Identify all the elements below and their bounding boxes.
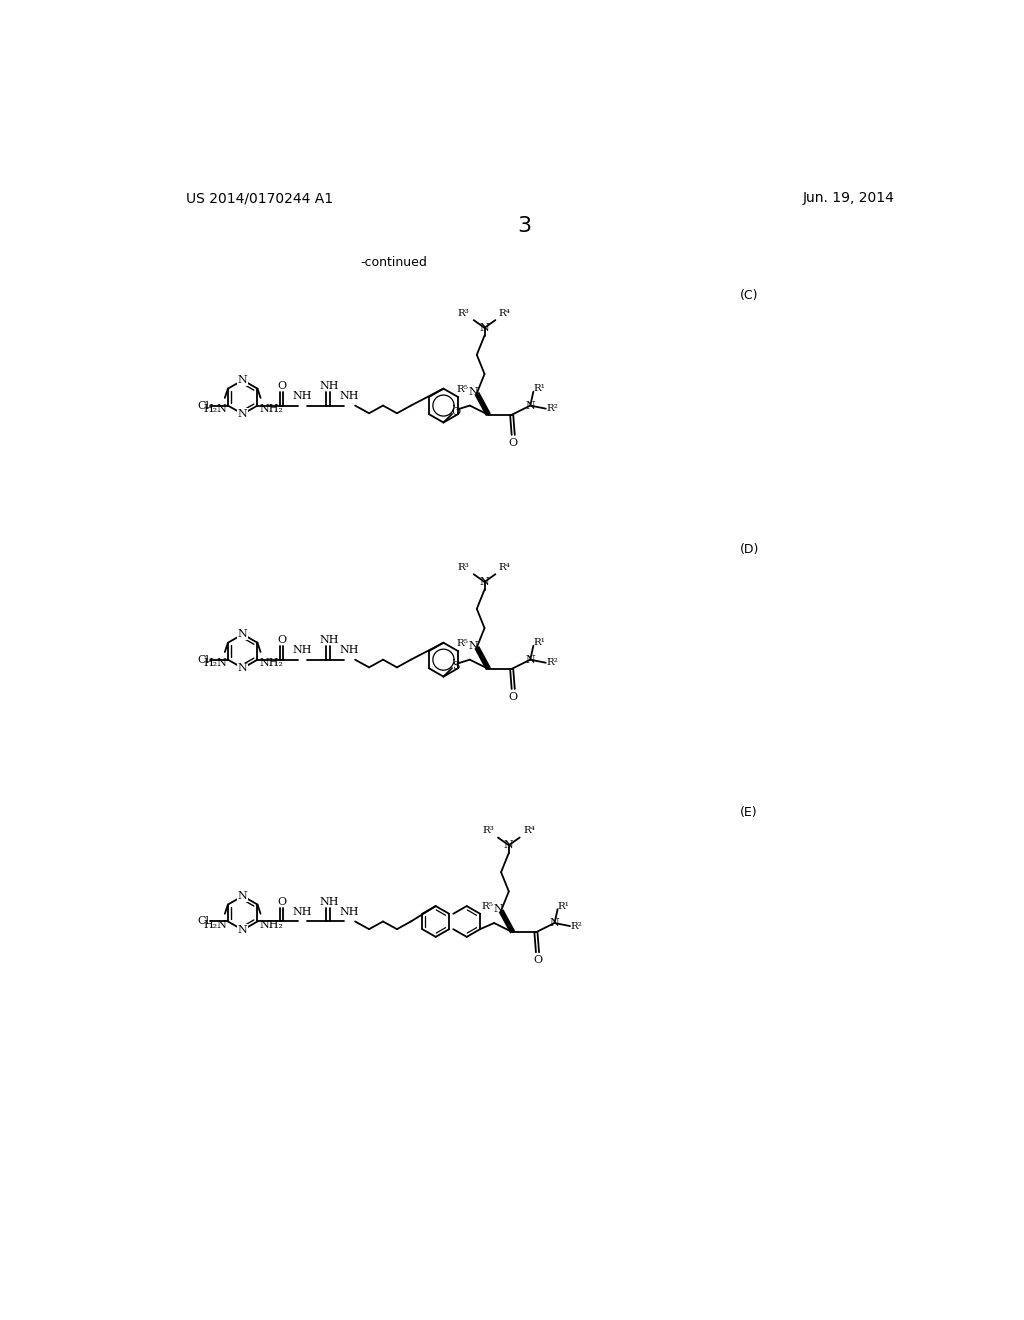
Text: N: N (525, 655, 536, 665)
Text: N: N (550, 917, 559, 928)
Text: NH: NH (293, 645, 312, 656)
Text: N: N (238, 663, 248, 673)
Text: NH: NH (319, 381, 339, 391)
Text: (C): (C) (740, 289, 759, 302)
Text: Cl: Cl (198, 916, 209, 927)
Text: N: N (525, 400, 536, 411)
Text: R⁵: R⁵ (457, 639, 469, 648)
Text: NH: NH (319, 898, 339, 907)
Text: 3: 3 (518, 216, 531, 236)
Text: R³: R³ (482, 826, 494, 836)
Text: R³: R³ (458, 562, 469, 572)
Text: NH: NH (293, 907, 312, 917)
Text: -continued: -continued (360, 256, 427, 269)
Text: R⁵: R⁵ (457, 385, 469, 393)
Text: NH₂: NH₂ (259, 657, 284, 668)
Text: R³: R³ (458, 309, 469, 318)
Text: US 2014/0170244 A1: US 2014/0170244 A1 (186, 191, 333, 206)
Text: R²: R² (546, 659, 558, 667)
Text: R¹: R¹ (534, 639, 546, 647)
Text: N: N (238, 891, 248, 902)
Text: R¹: R¹ (534, 384, 546, 393)
Text: O: O (276, 898, 286, 907)
Text: O: O (509, 692, 518, 702)
Text: N: N (238, 925, 248, 935)
Text: NH: NH (293, 391, 312, 401)
Text: NH: NH (339, 391, 358, 401)
Text: N: N (238, 630, 248, 639)
Text: N: N (494, 904, 503, 915)
Text: (E): (E) (740, 807, 758, 820)
Text: H₂N: H₂N (204, 404, 227, 413)
Text: R⁴: R⁴ (499, 309, 511, 318)
Text: Jun. 19, 2014: Jun. 19, 2014 (802, 191, 894, 206)
Text: R²: R² (570, 921, 583, 931)
Text: H₂N: H₂N (204, 920, 227, 929)
Text: NH₂: NH₂ (259, 920, 284, 929)
Text: NH: NH (339, 907, 358, 917)
Text: O: O (276, 381, 286, 391)
Text: Cl: Cl (198, 655, 209, 665)
Text: R¹: R¹ (558, 902, 569, 911)
Text: R²: R² (546, 404, 558, 413)
Text: N: N (238, 409, 248, 418)
Text: H₂N: H₂N (204, 657, 227, 668)
Text: N: N (479, 323, 489, 333)
Text: S: S (452, 661, 460, 671)
Text: N: N (504, 841, 514, 850)
Text: R⁴: R⁴ (499, 562, 511, 572)
Text: R⁴: R⁴ (523, 826, 535, 836)
Text: O: O (532, 954, 542, 965)
Text: Cl: Cl (198, 400, 209, 411)
Text: N: N (479, 577, 489, 587)
Text: O: O (276, 635, 286, 645)
Text: N: N (238, 375, 248, 385)
Text: NH: NH (339, 645, 358, 656)
Text: (D): (D) (740, 543, 760, 556)
Text: N: N (469, 387, 478, 397)
Text: NH₂: NH₂ (259, 404, 284, 413)
Text: O: O (509, 437, 518, 447)
Text: R⁵: R⁵ (481, 903, 493, 911)
Text: O: O (452, 407, 461, 417)
Text: N: N (469, 640, 478, 651)
Text: NH: NH (319, 635, 339, 645)
